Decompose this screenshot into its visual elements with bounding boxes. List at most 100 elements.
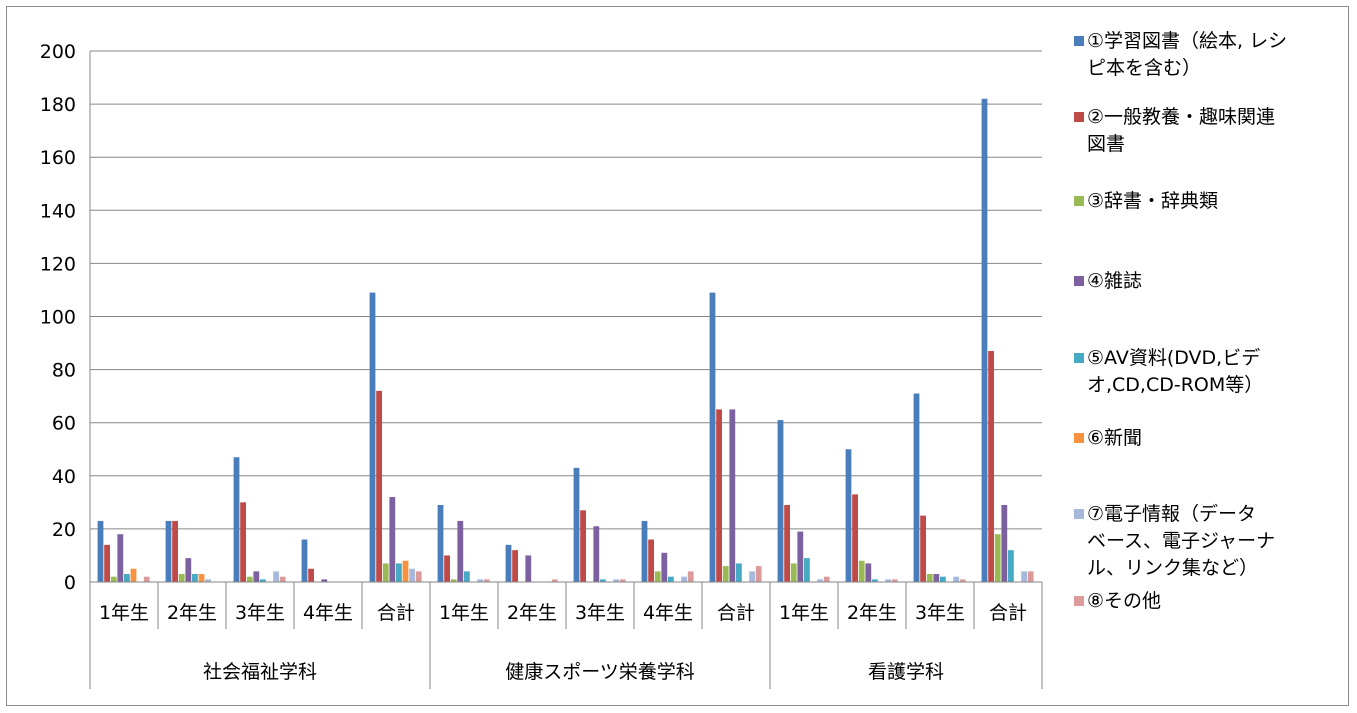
bar-s2-c5 [376,390,382,582]
category-label: 2年生 [847,602,897,624]
legend-label-4: ④雑誌 [1087,270,1142,292]
legend-swatch-1 [1074,36,1084,46]
bar-s2-c2 [172,520,178,582]
group-label: 健康スポーツ栄養学科 [505,661,695,683]
bar-s3-c6 [450,579,457,582]
y-axis-ticks: 0 20 40 60 80 100 120 140 160 180 200 [40,41,76,594]
category-label: 3年生 [575,602,625,624]
bars [97,98,1034,583]
y-tick-label: 120 [40,253,76,275]
bar-s1-c1 [97,520,104,582]
bar-s8-c8 [619,579,626,582]
bar-s7-c6 [477,579,483,582]
y-tick-label: 60 [52,413,76,435]
legend-label-1: ①学習図書（絵本, レシピ本を含む） [1087,30,1287,79]
bar-s3-c5 [382,563,389,582]
bar-s2-c7 [512,550,518,582]
bar-s7-c2 [205,579,211,582]
bar-s7-c11 [817,579,823,582]
bar-s2-c11 [784,505,790,582]
bar-s7-c12 [885,579,891,582]
category-label: 合計 [717,602,755,624]
legend-line: ⑥新聞 [1087,427,1142,449]
legend-label-7: ⑦電子情報（データベース、電子ジャーナル、リンク集など） [1087,503,1275,579]
y-tick-label: 140 [40,200,76,222]
bar-s3-c14 [994,534,1001,582]
legend-swatch-2 [1074,112,1084,122]
legend-label-6: ⑥新聞 [1087,427,1142,449]
y-tick-label: 0 [64,572,76,594]
group-label: 看護学科 [868,661,944,683]
bar-s4-c12 [865,563,872,582]
legend-line: ベース、電子ジャーナ [1087,530,1275,552]
bar-s7-c5 [409,568,415,582]
legend-line: ⑦電子情報（データ [1087,503,1256,525]
bar-s3-c12 [858,560,865,582]
legend-line: ②一般教養・趣味関連 [1087,106,1275,128]
bar-s4-c10 [729,409,736,582]
bar-s8-c9 [687,571,694,582]
category-label: 1年生 [779,602,829,624]
bar-s8-c12 [891,579,898,582]
bar-s4-c3 [253,571,260,582]
category-label: 合計 [989,602,1027,624]
bar-s8-c14 [1027,571,1034,582]
bar-s8-c5 [415,571,422,582]
bar-s7-c14 [1021,571,1027,582]
bar-s8-c6 [483,579,490,582]
bar-s1-c6 [437,505,444,582]
bar-s4-c11 [797,531,804,582]
bar-s3-c10 [722,566,729,582]
legend-line: ⑧その他 [1087,590,1161,612]
bar-s4-c9 [661,552,668,582]
legend-swatch-4 [1074,276,1084,286]
group-label: 社会福祉学科 [203,661,317,683]
gridlines [90,50,1042,530]
bar-s2-c9 [648,539,654,582]
bar-s3-c11 [790,563,797,582]
bar-s5-c13 [940,576,946,582]
bar-s1-c9 [641,520,648,582]
group-labels: 社会福祉学科 健康スポーツ栄養学科 看護学科 [203,661,944,683]
legend-line: オ,CD,CD-ROM等） [1087,374,1263,396]
category-label: 合計 [377,602,415,624]
bar-s7-c3 [273,571,279,582]
bar-s3-c3 [246,576,253,582]
legend-line: ピ本を含む） [1087,57,1201,79]
legend-line: ル、リンク集など） [1087,557,1258,579]
bar-s4-c2 [185,558,192,582]
category-label: 4年生 [303,602,353,624]
bar-s2-c4 [308,568,314,582]
bar-s5-c6 [464,571,470,582]
bar-s6-c2 [198,574,205,582]
bar-s5-c1 [124,574,130,582]
bar-s1-c7 [505,544,512,582]
category-label: 4年生 [643,602,693,624]
bar-s5-c12 [872,579,878,582]
bar-s8-c13 [959,579,966,582]
bar-s4-c5 [389,497,396,582]
bar-s7-c13 [953,576,959,582]
bar-s5-c3 [260,579,266,582]
bar-s2-c3 [240,502,246,582]
category-label: 2年生 [507,602,557,624]
bar-s1-c4 [301,539,308,582]
bar-s2-c1 [104,544,110,582]
bar-s8-c7 [551,579,558,582]
bar-s1-c11 [777,420,784,582]
legend-line: 図書 [1087,133,1125,155]
bar-s5-c14 [1008,550,1014,582]
bar-s5-c5 [396,563,402,582]
bar-s7-c8 [613,579,619,582]
bar-s5-c2 [192,574,198,582]
legend-line: ④雑誌 [1087,270,1142,292]
bar-s5-c8 [600,579,606,582]
bar-s6-c5 [402,560,409,582]
y-tick-label: 20 [52,519,76,541]
bar-s1-c3 [233,457,240,582]
bar-s7-c10 [749,571,755,582]
bar-s4-c14 [1001,505,1008,582]
legend-swatch-8 [1074,596,1084,606]
bar-s3-c2 [178,574,185,582]
legend-label-2: ②一般教養・趣味関連図書 [1087,106,1275,155]
